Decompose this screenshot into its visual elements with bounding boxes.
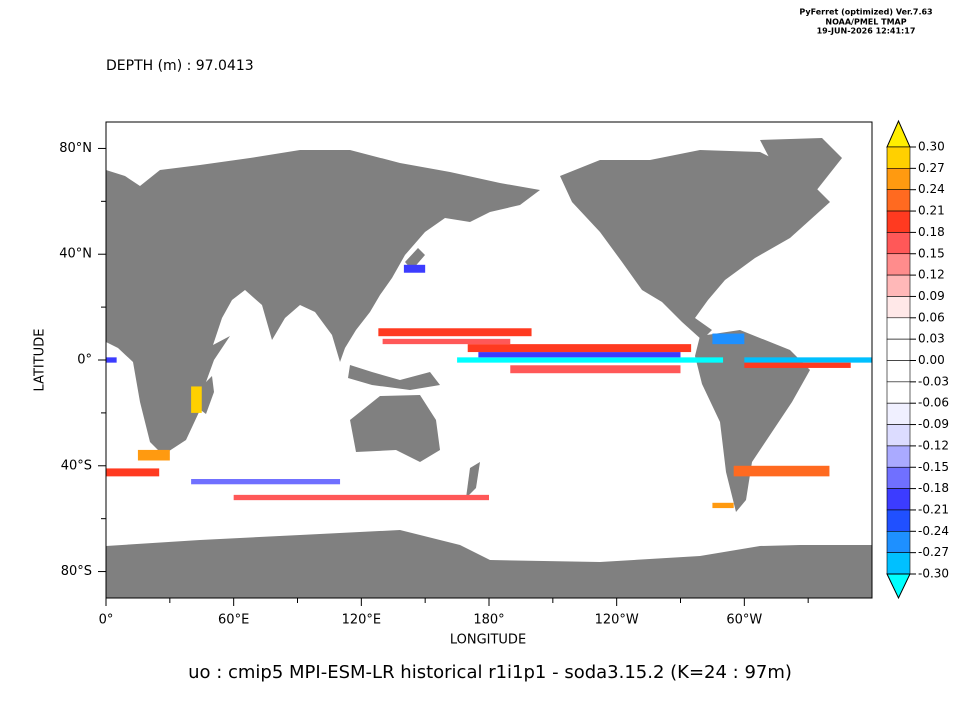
colorbar-label: 0.03 [918, 332, 945, 346]
colorbar-swatch [886, 189, 911, 212]
depth-label: DEPTH (m) : 97.0413 [106, 58, 254, 74]
antarctica [106, 530, 872, 598]
data-layer [106, 264, 872, 509]
colorbar-label: -0.27 [918, 545, 949, 559]
y-tick-label: 40°N [59, 247, 92, 262]
velocity-cell [233, 494, 489, 501]
colorbar-label: -0.06 [918, 396, 949, 410]
colorbar-swatch [886, 317, 911, 340]
north-america [560, 150, 830, 340]
colorbar-label: -0.21 [918, 502, 949, 516]
velocity-cell [382, 338, 511, 345]
colorbar-swatch [886, 402, 911, 425]
velocity-cell [137, 449, 170, 461]
land-layer [106, 138, 872, 598]
x-axis-label: LONGITUDE [450, 633, 526, 648]
colorbar-swatch [886, 146, 911, 169]
indonesia [348, 365, 440, 390]
colorbar-swatch [886, 424, 911, 447]
colorbar-swatch [886, 274, 911, 297]
colorbar-label: -0.30 [918, 567, 949, 581]
velocity-cell [478, 352, 681, 358]
x-tick-label: 180° [473, 613, 504, 628]
velocity-cell [191, 386, 202, 413]
velocity-cell [403, 264, 426, 273]
org-label: NOAA/PMEL TMAP [825, 18, 906, 27]
colorbar-label: -0.24 [918, 524, 949, 538]
x-tick-label: 60°E [218, 613, 249, 628]
colorbar-swatch [886, 338, 911, 361]
colorbar-label: -0.12 [918, 438, 949, 452]
greenland [760, 138, 842, 196]
velocity-cell [467, 344, 692, 353]
colorbar-label: -0.03 [918, 374, 949, 388]
colorbar-label: -0.09 [918, 417, 949, 431]
colorbar-label: 0.06 [918, 310, 945, 324]
x-tick-label: 120°W [595, 613, 639, 628]
colorbar-swatch [886, 360, 911, 383]
colorbar-swatch [886, 296, 911, 319]
colorbar-swatch [886, 530, 911, 553]
new-zealand [466, 462, 480, 498]
velocity-cell [712, 333, 745, 345]
colorbar-label: 0.15 [918, 246, 945, 260]
colorbar-label: 0.18 [918, 225, 945, 239]
japan [405, 248, 425, 270]
eurasia-africa [106, 150, 540, 455]
madagascar [198, 376, 214, 414]
colorbar-label: 0.30 [918, 140, 945, 154]
date-label: 19-JUN-2026 12:41:17 [817, 27, 916, 36]
velocity-cell [106, 468, 160, 477]
colorbar-label: 0.27 [918, 161, 945, 175]
y-tick-label: 80°S [61, 564, 92, 579]
colorbar-swatch [886, 210, 911, 233]
colorbar-label: 0.09 [918, 289, 945, 303]
y-tick-label: 0° [77, 353, 92, 368]
velocity-cell [378, 328, 532, 337]
colorbar-label: -0.15 [918, 460, 949, 474]
velocity-cell [510, 365, 681, 374]
colorbar-swatch [886, 232, 911, 255]
velocity-cell [744, 357, 872, 363]
south-america [695, 330, 810, 512]
colorbar-swatch [886, 445, 911, 468]
x-tick-label: 60°W [726, 613, 762, 628]
software-label: PyFerret (optimized) Ver.7.63 [799, 8, 932, 17]
x-tick-label: 0° [99, 613, 114, 628]
x-tick-label: 120°E [342, 613, 382, 628]
y-tick-label: 40°S [61, 458, 92, 473]
velocity-cell [712, 502, 734, 509]
y-axis-label: LATITUDE [33, 329, 48, 392]
velocity-cell [733, 465, 830, 477]
colorbar-swatch [886, 509, 911, 532]
colorbar-swatch [886, 168, 911, 191]
colorbar-label: 0.21 [918, 204, 945, 218]
colorbar-under [886, 573, 911, 600]
velocity-cell [106, 357, 117, 363]
colorbar-label: 0.12 [918, 268, 945, 282]
y-tick-label: 80°N [59, 141, 92, 156]
footer-title: uo : cmip5 MPI-ESM-LR historical r1i1p1 … [188, 662, 792, 683]
colorbar-swatch [886, 488, 911, 511]
velocity-cell [191, 479, 341, 485]
colorbar-swatch [886, 466, 911, 489]
colorbar-label: 0.24 [918, 182, 945, 196]
colorbar-label: -0.18 [918, 481, 949, 495]
velocity-cell [744, 362, 851, 368]
colorbar-swatch [886, 552, 911, 575]
colorbar-over [886, 119, 911, 148]
australia [350, 395, 440, 462]
colorbar-swatch [886, 253, 911, 276]
colorbar-label: 0.00 [918, 353, 945, 367]
colorbar-swatch [886, 381, 911, 404]
velocity-cell [457, 357, 724, 363]
